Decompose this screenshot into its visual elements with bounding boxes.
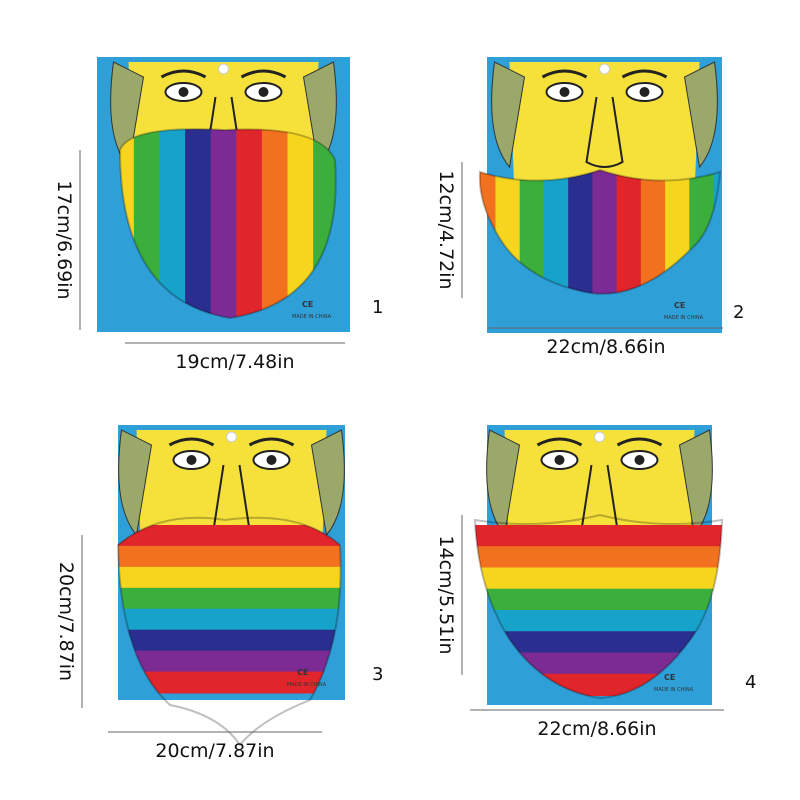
pupil	[559, 87, 570, 97]
brow	[541, 69, 588, 79]
origin-text: MADE IN CHINA	[664, 315, 704, 321]
beard-outline	[473, 513, 724, 700]
stripe	[118, 650, 341, 673]
stripe	[118, 629, 341, 652]
stripe	[543, 170, 570, 294]
pupil	[634, 455, 645, 465]
brow	[240, 69, 287, 79]
item-number: 1	[372, 297, 383, 318]
hang-hole	[218, 63, 229, 75]
stripe	[118, 671, 341, 694]
hang-hole	[594, 431, 605, 443]
origin-text: MADE IN CHINA	[654, 687, 694, 693]
pupil	[258, 87, 269, 97]
stripe	[592, 170, 618, 294]
stripe	[475, 673, 722, 696]
width-label: 20cm/7.87in	[155, 740, 274, 762]
stripe	[118, 545, 341, 568]
stripe	[568, 170, 594, 294]
stripe	[364, 57, 391, 432]
pupil	[178, 87, 189, 97]
beard	[118, 525, 341, 694]
height-label: 12cm/4.72in	[435, 170, 457, 289]
item-number: 4	[745, 672, 756, 693]
beard-outline	[118, 128, 337, 320]
beard-package: CE MADE IN CHINA 12cm/4.72in 22cm/8.66in 2	[435, 57, 763, 433]
stripe	[475, 525, 722, 548]
stripe	[118, 566, 341, 589]
brow	[536, 437, 583, 447]
width-label: 22cm/8.66in	[537, 718, 656, 740]
nose	[585, 96, 624, 168]
height-label: 14cm/5.51in	[435, 535, 457, 654]
beard-package: CE MADE IN CHINA 17cm/6.69in 19cm/7.48in 1	[53, 57, 391, 432]
item-number: 2	[733, 302, 744, 323]
pupil	[554, 455, 565, 465]
height-label: 17cm/6.69in	[53, 180, 75, 299]
beard-outline	[478, 168, 722, 295]
pupil	[266, 455, 277, 465]
height-label: 20cm/7.87in	[55, 562, 77, 681]
width-label: 19cm/7.48in	[175, 351, 294, 373]
brow	[248, 437, 295, 447]
stripe	[475, 546, 722, 569]
stripe	[185, 129, 212, 318]
beard-package: CE MADE IN CHINA 20cm/7.87in 20cm/7.87in 3	[55, 425, 383, 762]
stripe	[640, 170, 667, 294]
hang-hole	[599, 63, 610, 75]
stripe	[118, 525, 341, 547]
pupil	[186, 455, 197, 465]
ce-mark: CE	[664, 673, 675, 682]
stripe	[475, 610, 722, 633]
stripe	[236, 129, 263, 318]
stripe	[616, 170, 642, 294]
brow	[168, 437, 215, 447]
stripe	[261, 129, 289, 318]
stripe	[118, 587, 341, 610]
beard-package: CE MADE IN CHINA 14cm/5.51in 22cm/8.66in 4	[435, 425, 756, 740]
stripe	[475, 631, 722, 654]
hang-hole	[226, 431, 237, 443]
ce-mark: CE	[302, 300, 313, 309]
ce-mark: CE	[297, 668, 308, 677]
beard-outline	[116, 516, 342, 747]
item-number: 3	[372, 664, 383, 685]
hair	[491, 61, 718, 169]
brow	[621, 69, 668, 79]
brow	[616, 437, 663, 447]
origin-text: MADE IN CHINA	[292, 314, 332, 320]
pupil	[639, 87, 650, 97]
stripe	[159, 129, 187, 318]
stripe	[475, 588, 722, 611]
ce-mark: CE	[674, 301, 685, 310]
brow	[160, 69, 207, 79]
stripe	[118, 608, 341, 631]
stripe	[738, 57, 763, 433]
width-label: 22cm/8.66in	[546, 336, 665, 358]
stripe	[475, 567, 722, 590]
stripe	[210, 129, 238, 318]
stripe	[475, 652, 722, 675]
origin-text: MADE IN CHINA	[287, 682, 327, 688]
